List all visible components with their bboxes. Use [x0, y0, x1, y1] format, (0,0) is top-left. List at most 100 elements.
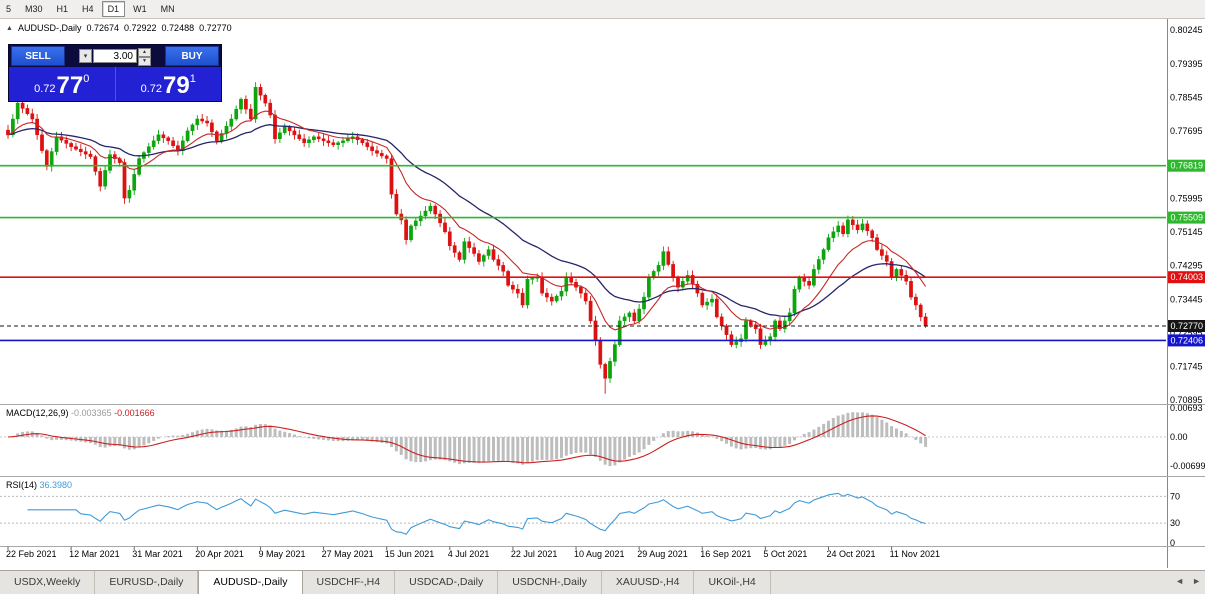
price-scale-label: 0.78545 [1170, 92, 1203, 102]
tabs-scroll-right-icon[interactable]: ► [1192, 576, 1201, 586]
price-level-tag-0.75509 [1168, 211, 1205, 224]
timeframe-button-5[interactable]: 5 [6, 4, 12, 14]
price-scale[interactable]: 0.802450.793950.785450.776950.768450.759… [1168, 25, 1205, 405]
timeframe-button-D1[interactable]: D1 [101, 1, 126, 17]
chart-tab-UKOil-H4[interactable]: UKOil-,H4 [694, 571, 771, 594]
rsi-indicator-label: RSI(14) 36.3980 [6, 480, 72, 490]
price-scale-label: 0.73445 [1170, 294, 1203, 304]
chart-tabbar: USDX,Weekly EURUSD-,Daily AUDUSD-,Daily USD… [0, 570, 1205, 594]
price-scale-background [1168, 19, 1205, 594]
volume-input[interactable] [93, 49, 137, 63]
date-label: 22 Jul 2021 [511, 549, 558, 559]
candlesticks [6, 82, 928, 394]
ma-fast-line [7, 110, 927, 331]
chart-tab-AUDUSD-Daily[interactable]: AUDUSD-,Daily [198, 571, 303, 594]
sell-price-big: 77 [56, 72, 84, 99]
ma-slow-line [7, 124, 926, 317]
timeframe-button-MN[interactable]: MN [160, 4, 175, 14]
timeframe-button-W1[interactable]: W1 [133, 4, 147, 14]
date-label: 22 Feb 2021 [6, 549, 57, 559]
price-scale-label: 0.70895 [1170, 395, 1203, 405]
price-level-tag-label: 0.74003 [1171, 272, 1204, 282]
price-level-tag-0.72406 [1168, 334, 1205, 347]
rsi-value: 36.3980 [39, 480, 73, 490]
date-label: 24 Oct 2021 [827, 549, 876, 559]
symbol-header: ▲ AUDUSD-,Daily 0.72674 0.72922 0.72488 … [6, 23, 232, 33]
date-label: 9 May 2021 [259, 549, 306, 559]
price-scale-label: 0.77695 [1170, 126, 1203, 136]
macd-scale-label: -0.00699 [1170, 461, 1205, 471]
price-scale-label: 0.80245 [1170, 25, 1203, 35]
macd-name: MACD(12,26,9) [6, 408, 69, 418]
volume-stepper: ▲ ▼ [138, 48, 151, 66]
chart-tab-USDCNH-Daily[interactable]: USDCNH-,Daily [498, 571, 602, 594]
volume-dropdown-icon[interactable]: ▾ [79, 49, 92, 63]
date-label: 16 Sep 2021 [700, 549, 751, 559]
chart-tab-USDCHF-H4[interactable]: USDCHF-,H4 [302, 571, 396, 594]
chart-canvas[interactable]: 0.802450.793950.785450.776950.768450.759… [0, 19, 1205, 594]
chart-tabs: USDX,Weekly EURUSD-,Daily AUDUSD-,Daily USD… [0, 571, 771, 594]
trade-controls-row: SELL ▾ ▲▼ BUY [9, 45, 221, 67]
macd-main-value: -0.003365 [71, 408, 112, 418]
macd-signal-value: -0.001666 [114, 408, 155, 418]
symbol-title: AUDUSD-,Daily [17, 23, 82, 33]
macd-indicator-label: MACD(12,26,9) -0.003365 -0.001666 [6, 408, 155, 418]
macd-scale-label: 0.00693 [1170, 403, 1203, 413]
price-scale-label: 0.79395 [1170, 59, 1203, 69]
chart-background [0, 19, 1205, 594]
price-scale-label: 0.75145 [1170, 227, 1203, 237]
timeframe-button-M30[interactable]: M30 [25, 4, 43, 14]
date-label: 31 Mar 2021 [132, 549, 183, 559]
macd-signal-line [7, 415, 926, 464]
date-label: 15 Jun 2021 [385, 549, 435, 559]
quote-divider [114, 67, 116, 101]
timeframe-button-H4[interactable]: H4 [82, 4, 94, 14]
timeframe-toolbar: 5 M30 H1 H4 D1 W1 MN [0, 0, 1205, 19]
sell-price-pip: 0 [83, 73, 90, 85]
price-level-tag-label: 0.72406 [1171, 335, 1204, 345]
rsi-scale-label: 70 [1170, 491, 1180, 501]
date-label: 20 Apr 2021 [195, 549, 244, 559]
ohlc-close: 0.72770 [199, 23, 232, 33]
tabs-scroll-left-icon[interactable]: ◄ [1175, 576, 1185, 586]
chart-tab-EURUSD-Daily[interactable]: EURUSD-,Daily [95, 571, 199, 594]
chart-tab-USDX-Weekly[interactable]: USDX,Weekly [0, 571, 96, 594]
price-scale-label: 0.72595 [1170, 328, 1203, 338]
rsi-scale-label: 0 [1170, 538, 1175, 548]
date-label: 4 Jul 2021 [448, 549, 490, 559]
price-scale-label: 0.74295 [1170, 261, 1203, 271]
rsi-line [27, 492, 926, 535]
buy-button[interactable]: BUY [165, 46, 219, 66]
quote-row: 0.72 77 0 0.72 79 1 [9, 67, 221, 101]
volume-down-icon[interactable]: ▼ [138, 57, 151, 66]
collapse-chart-icon[interactable]: ▲ [6, 24, 13, 32]
price-level-tag-label: 0.75509 [1171, 213, 1204, 223]
timeframe-button-H1[interactable]: H1 [56, 4, 69, 14]
rsi-panel: 70 30 0 [0, 491, 1180, 548]
price-level-tag-0.76819 [1168, 159, 1205, 172]
macd-panel: 0.00693 0.00 -0.00699 [0, 403, 1205, 471]
volume-control: ▾ ▲▼ [67, 48, 163, 66]
price-scale-label: 0.75995 [1170, 193, 1203, 203]
ohlc-open: 0.72674 [86, 23, 119, 33]
price-scale-label: 0.71745 [1170, 362, 1203, 372]
sell-price-prefix: 0.72 [34, 83, 56, 95]
chart-tab-USDCAD-Daily[interactable]: USDCAD-,Daily [395, 571, 499, 594]
buy-price-display[interactable]: 0.72 79 1 [116, 67, 222, 101]
date-label: 12 Mar 2021 [69, 549, 120, 559]
volume-up-icon[interactable]: ▲ [138, 48, 151, 57]
buy-price-big: 79 [163, 72, 190, 99]
price-level-tag-0.72770 [1168, 320, 1205, 332]
buy-price-pip: 1 [189, 73, 196, 85]
price-level-tag-label: 0.76819 [1171, 161, 1204, 171]
rsi-scale-label: 30 [1170, 518, 1180, 528]
rsi-name: RSI(14) [6, 480, 38, 490]
time-axis[interactable]: 22 Feb 2021 12 Mar 2021 31 Mar 2021 20 Apr … [6, 546, 940, 560]
sell-price-display[interactable]: 0.72 77 0 [9, 67, 115, 101]
sell-button[interactable]: SELL [11, 46, 65, 66]
date-label: 5 Oct 2021 [763, 549, 807, 559]
chart-tab-XAUUSD-H4[interactable]: XAUUSD-,H4 [601, 571, 695, 594]
date-label: 10 Aug 2021 [574, 549, 625, 559]
buy-price-prefix: 0.72 [140, 83, 163, 95]
